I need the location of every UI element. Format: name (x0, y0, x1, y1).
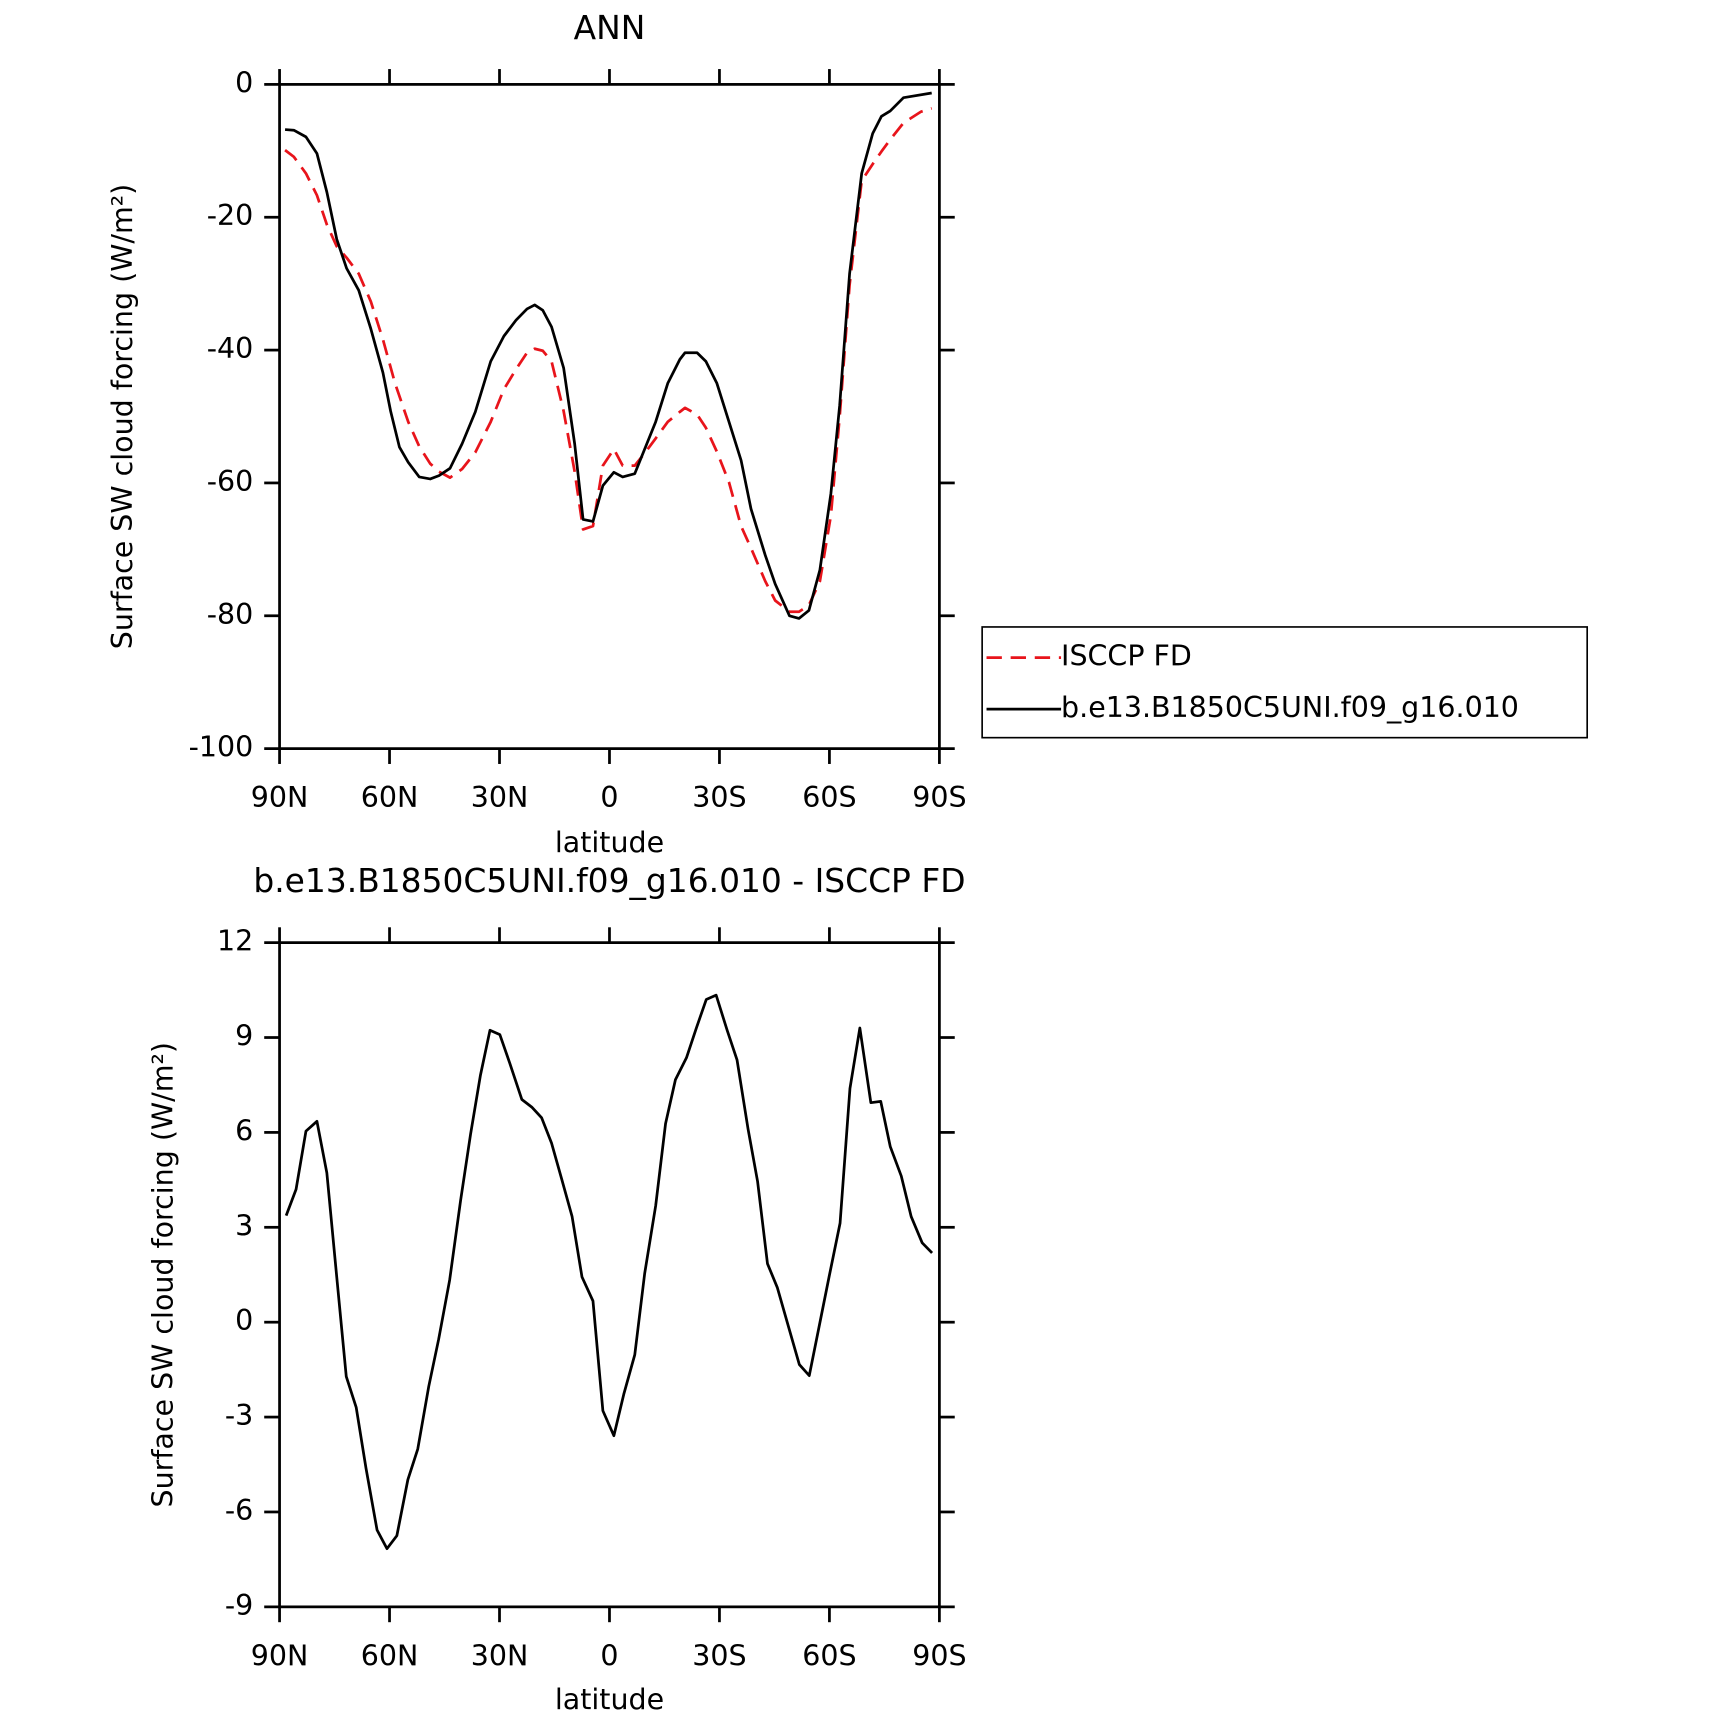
y-tick-label: -6 (225, 1494, 253, 1527)
legend-label: b.e13.B1850C5UNI.f09_g16.010 (1061, 691, 1519, 724)
chart-title: ANN (574, 8, 646, 47)
x-tick-label: 30N (471, 781, 529, 814)
chart-title: b.e13.B1850C5UNI.f09_g16.010 - ISCCP FD (253, 861, 965, 900)
x-tick-label: 90N (251, 781, 309, 814)
plot-frame (278, 941, 941, 1609)
y-tick-label: 0 (235, 1304, 253, 1337)
y-axis-label: Surface SW cloud forcing (W/m²) (106, 184, 139, 650)
y-tick-label: 12 (217, 925, 253, 958)
x-tick-label: 30N (471, 1639, 529, 1672)
y-tick-label: 0 (235, 66, 253, 99)
y-tick-label: 3 (235, 1209, 253, 1242)
y-tick-label: -60 (207, 465, 254, 498)
x-axis-label: latitude (555, 1683, 664, 1716)
x-tick-label: 60S (802, 781, 856, 814)
x-tick-label: 60N (361, 1639, 419, 1672)
y-tick-label: -100 (189, 731, 254, 764)
y-tick-label: -80 (207, 598, 254, 631)
y-tick-label: -3 (225, 1399, 253, 1432)
y-tick-label: 9 (235, 1020, 253, 1053)
legend-label: ISCCP FD (1061, 640, 1192, 673)
x-tick-label: 90S (912, 1639, 966, 1672)
x-axis-label: latitude (555, 826, 664, 859)
x-tick-label: 0 (600, 781, 618, 814)
data-line (284, 107, 933, 614)
x-tick-label: 30S (692, 781, 746, 814)
x-tick-label: 0 (600, 1639, 618, 1672)
plot-frame (278, 83, 941, 750)
data-line (284, 993, 934, 1551)
y-tick-label: 6 (235, 1114, 253, 1147)
x-tick-label: 60S (802, 1639, 856, 1672)
y-tick-label: -9 (225, 1589, 253, 1622)
y-axis-label: Surface SW cloud forcing (W/m²) (146, 1042, 179, 1508)
y-tick-label: -20 (207, 199, 254, 232)
x-tick-label: 30S (692, 1639, 746, 1672)
x-tick-label: 90S (912, 781, 966, 814)
x-tick-label: 60N (361, 781, 419, 814)
x-tick-label: 90N (251, 1639, 309, 1672)
legend-box (981, 626, 1589, 739)
data-line (284, 91, 932, 620)
y-tick-label: -40 (207, 332, 254, 365)
